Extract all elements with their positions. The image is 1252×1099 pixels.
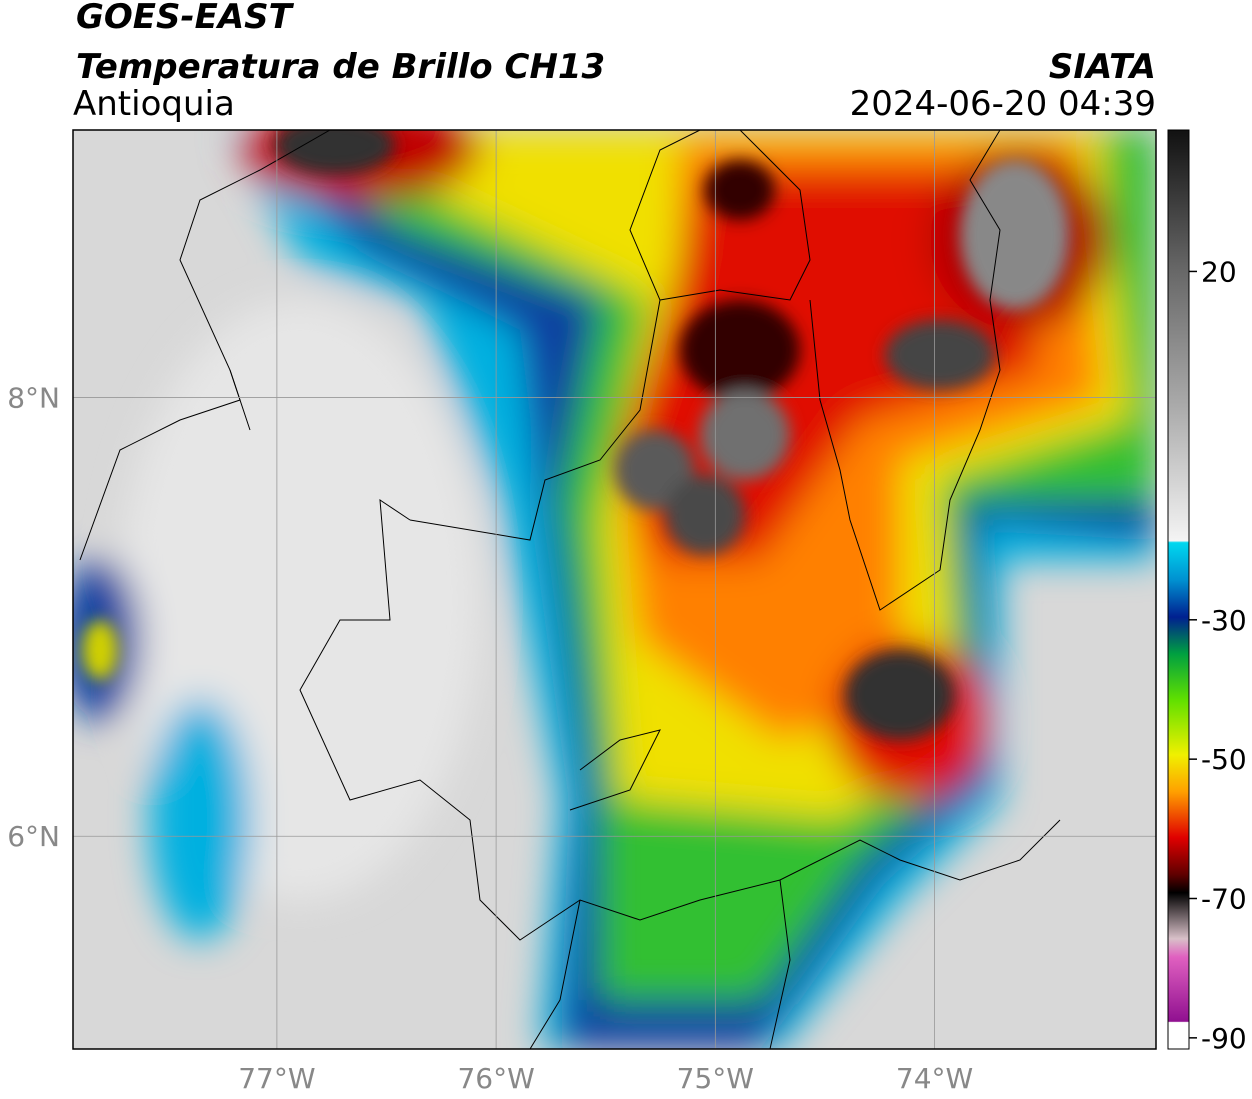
subtitle: Temperatura de Brillo CH13	[76, 47, 605, 87]
title: GOES-EAST	[76, 0, 295, 37]
colorbar-tick-label: -50	[1201, 743, 1247, 776]
colorbar	[1167, 129, 1190, 1050]
y-tick-label: 6°N	[7, 820, 60, 853]
colorbar-tick-label: -90	[1201, 1022, 1247, 1055]
x-tick-label: 77°W	[238, 1062, 315, 1095]
source: SIATA	[1049, 47, 1156, 87]
x-tick-label: 75°W	[677, 1062, 754, 1095]
x-tick-label: 74°W	[896, 1062, 973, 1095]
imagery	[73, 130, 1156, 1049]
y-tick-label: 8°N	[7, 382, 60, 415]
colorbar-tick-label: 20	[1201, 255, 1237, 288]
colorbar-tick-label: -70	[1201, 883, 1247, 916]
timestamp: 2024-06-20 04:39	[850, 84, 1156, 124]
map-frame	[72, 129, 1157, 1050]
borders	[79, 130, 1061, 1049]
grid	[73, 130, 1156, 1049]
colorbar-tick-label: -30	[1201, 604, 1247, 637]
x-tick-label: 76°W	[457, 1062, 534, 1095]
region: Antioquia	[73, 84, 235, 124]
